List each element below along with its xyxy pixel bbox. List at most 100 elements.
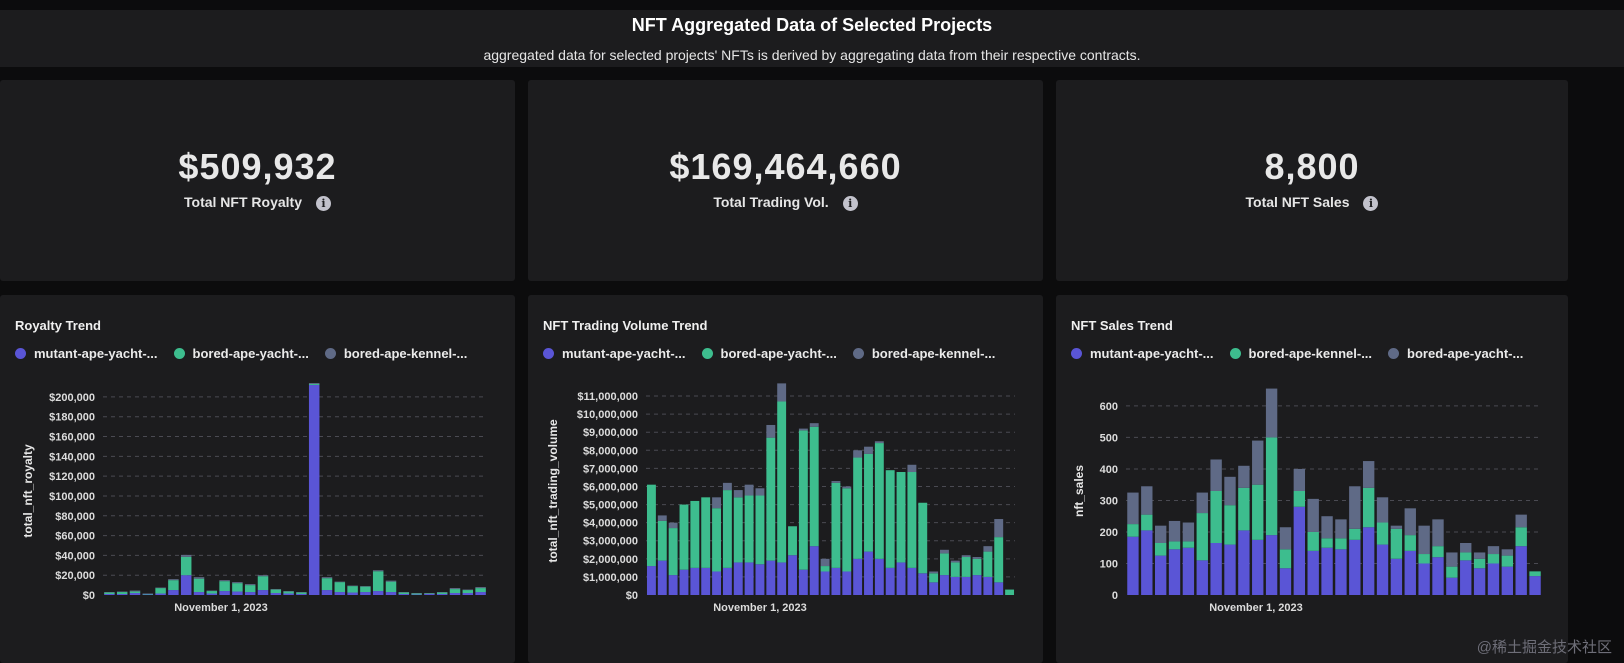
bar-segment-0[interactable] — [436, 594, 448, 595]
bar-segment-1[interactable] — [449, 589, 461, 594]
bar-segment-1[interactable] — [668, 528, 678, 576]
bar-segment-1[interactable] — [1404, 535, 1416, 551]
bar-segment-2[interactable] — [809, 423, 819, 427]
bar-segment-2[interactable] — [232, 582, 243, 584]
bar-segment-2[interactable] — [972, 557, 982, 559]
bar-segment-0[interactable] — [950, 576, 960, 595]
bar-segment-0[interactable] — [961, 576, 971, 595]
bar-segment-2[interactable] — [1487, 546, 1500, 555]
bar-segment-2[interactable] — [219, 580, 230, 582]
bar-segment-0[interactable] — [398, 594, 410, 595]
bar-segment-0[interactable] — [657, 560, 667, 595]
bar-segment-2[interactable] — [777, 383, 787, 402]
bar-segment-1[interactable] — [755, 495, 765, 565]
bar-segment-1[interactable] — [347, 586, 358, 593]
legend-item[interactable]: mutant-ape-yacht-... — [15, 346, 158, 361]
bar-segment-2[interactable] — [475, 587, 486, 589]
bar-segment-1[interactable] — [820, 566, 830, 572]
bar-segment-1[interactable] — [874, 443, 884, 559]
bar-segment-1[interactable] — [155, 588, 166, 594]
bar-segment-1[interactable] — [1321, 538, 1333, 548]
bar-segment-1[interactable] — [1335, 538, 1347, 550]
bar-segment-2[interactable] — [1362, 461, 1375, 488]
bar-segment-1[interactable] — [104, 592, 115, 595]
bar-segment-1[interactable] — [206, 591, 218, 594]
bar-segment-0[interactable] — [766, 560, 776, 595]
bar-segment-2[interactable] — [853, 450, 863, 458]
bar-segment-2[interactable] — [1127, 492, 1139, 525]
bar-segment-1[interactable] — [657, 520, 667, 561]
bar-segment-2[interactable] — [1279, 527, 1292, 550]
bar-segment-1[interactable] — [885, 470, 895, 568]
bar-segment-1[interactable] — [864, 453, 873, 552]
bar-segment-0[interactable] — [874, 558, 884, 595]
bar-segment-1[interactable] — [1005, 589, 1015, 595]
bar-segment-1[interactable] — [788, 526, 797, 556]
bar-segment-2[interactable] — [907, 464, 917, 473]
bar-segment-0[interactable] — [983, 576, 993, 595]
bar-segment-1[interactable] — [1362, 487, 1375, 528]
bar-segment-2[interactable] — [1432, 519, 1444, 547]
bar-segment-0[interactable] — [885, 567, 895, 595]
bar-segment-0[interactable] — [116, 594, 128, 595]
bar-segment-2[interactable] — [1307, 498, 1319, 532]
bar-segment-1[interactable] — [1432, 546, 1444, 558]
bar-segment-1[interactable] — [1501, 555, 1514, 567]
bar-segment-0[interactable] — [1224, 544, 1236, 595]
bar-segment-1[interactable] — [744, 495, 754, 563]
bar-segment-1[interactable] — [411, 593, 422, 595]
bar-segment-2[interactable] — [1182, 522, 1195, 542]
bar-segment-2[interactable] — [1154, 525, 1167, 543]
bar-segment-2[interactable] — [244, 584, 256, 586]
bar-segment-0[interactable] — [283, 593, 294, 595]
bar-segment-0[interactable] — [646, 566, 656, 595]
bar-segment-2[interactable] — [180, 554, 192, 557]
bar-segment-1[interactable] — [475, 588, 486, 593]
bar-segment-0[interactable] — [1238, 530, 1250, 595]
bar-segment-2[interactable] — [1446, 552, 1458, 567]
bar-segment-0[interactable] — [1460, 560, 1472, 595]
bar-segment-2[interactable] — [1404, 508, 1416, 536]
bar-segment-2[interactable] — [722, 482, 732, 491]
legend-item[interactable]: bored-ape-kennel-... — [852, 346, 995, 361]
legend-item[interactable]: bored-ape-yacht-... — [1388, 346, 1523, 361]
bar-segment-1[interactable] — [1238, 487, 1250, 531]
bar-segment-2[interactable] — [766, 424, 776, 438]
bar-segment-1[interactable] — [701, 497, 711, 568]
bar-segment-0[interactable] — [475, 592, 486, 595]
bar-segment-2[interactable] — [961, 555, 971, 558]
bar-segment-2[interactable] — [1321, 516, 1333, 539]
bar-segment-2[interactable] — [755, 488, 765, 496]
bar-segment-2[interactable] — [385, 580, 397, 582]
bar-segment-0[interactable] — [1335, 549, 1347, 595]
bar-segment-0[interactable] — [853, 558, 863, 595]
bar-segment-0[interactable] — [1529, 576, 1541, 595]
bar-segment-2[interactable] — [712, 497, 721, 509]
bar-segment-0[interactable] — [360, 592, 371, 595]
bar-segment-1[interactable] — [690, 500, 700, 568]
bar-segment-2[interactable] — [193, 577, 205, 579]
bar-segment-1[interactable] — [462, 590, 474, 594]
bar-segment-1[interactable] — [1127, 524, 1139, 537]
legend-item[interactable]: bored-ape-yacht-... — [701, 346, 837, 361]
bar-segment-1[interactable] — [777, 401, 787, 563]
bar-segment-2[interactable] — [820, 558, 830, 567]
bar-segment-0[interactable] — [1279, 568, 1292, 595]
bar-segment-0[interactable] — [244, 592, 256, 595]
bar-segment-1[interactable] — [334, 582, 346, 593]
bar-segment-2[interactable] — [950, 560, 960, 563]
bar-segment-2[interactable] — [129, 590, 141, 592]
bar-segment-1[interactable] — [360, 586, 371, 593]
bar-segment-0[interactable] — [1265, 535, 1278, 595]
bar-segment-0[interactable] — [1210, 543, 1222, 595]
legend-item[interactable]: bored-ape-kennel-... — [1229, 346, 1372, 361]
bar-segment-1[interactable] — [766, 437, 776, 561]
bar-segment-0[interactable] — [994, 582, 1004, 595]
bar-segment-0[interactable] — [1473, 568, 1486, 595]
bar-segment-1[interactable] — [180, 556, 192, 576]
bar-segment-1[interactable] — [1529, 571, 1541, 577]
bar-segment-0[interactable] — [372, 591, 384, 595]
bar-segment-0[interactable] — [1168, 549, 1181, 595]
bar-segment-1[interactable] — [809, 426, 819, 547]
bar-segment-2[interactable] — [449, 588, 461, 590]
